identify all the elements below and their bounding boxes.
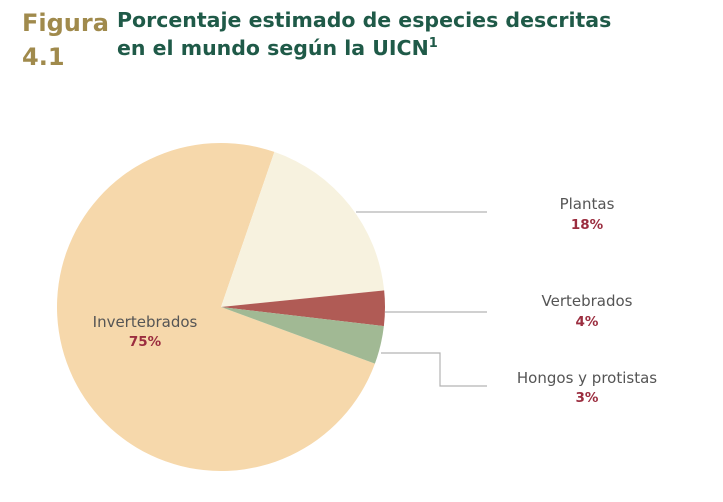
slice-label-vertebrados: Vertebrados (542, 292, 633, 310)
chart-title-line2: en el mundo según la UICN (117, 36, 429, 60)
slice-label-plantas: Plantas (560, 195, 615, 213)
slice-label-invertebrados: Invertebrados (93, 313, 198, 331)
slice-value-plantas: 18% (571, 217, 604, 233)
title-footnote-ref: 1 (428, 36, 438, 52)
slice-value-hongos-y-protistas: 3% (576, 390, 599, 406)
slice-label-hongos-y-protistas: Hongos y protistas (517, 369, 657, 387)
figure-number: Figura 4.1 (22, 6, 109, 74)
chart-title-line1: Porcentaje estimado de especies descrita… (117, 8, 612, 32)
pie-slice-hongos-y-protistas (221, 307, 384, 364)
figure-label-word: Figura (22, 9, 109, 37)
leader-line-hongos (381, 352, 487, 387)
chart-title: Porcentaje estimado de especies descrita… (117, 6, 677, 62)
pie-slice-plantas (221, 151, 385, 307)
figure-label-number: 4.1 (22, 43, 65, 71)
pie-slice-invertebrados (57, 143, 375, 472)
pie-slices (57, 143, 385, 472)
slice-value-invertebrados: 75% (129, 334, 162, 350)
pie-slice-vertebrados (221, 290, 385, 327)
leader-lines (356, 211, 487, 387)
slice-value-vertebrados: 4% (576, 314, 599, 330)
chart-title-line2-wrap: en el mundo según la UICN1 (117, 34, 677, 62)
slice-labels: Invertebrados 75% Plantas 18% Vertebrados 4% H… (93, 195, 658, 406)
